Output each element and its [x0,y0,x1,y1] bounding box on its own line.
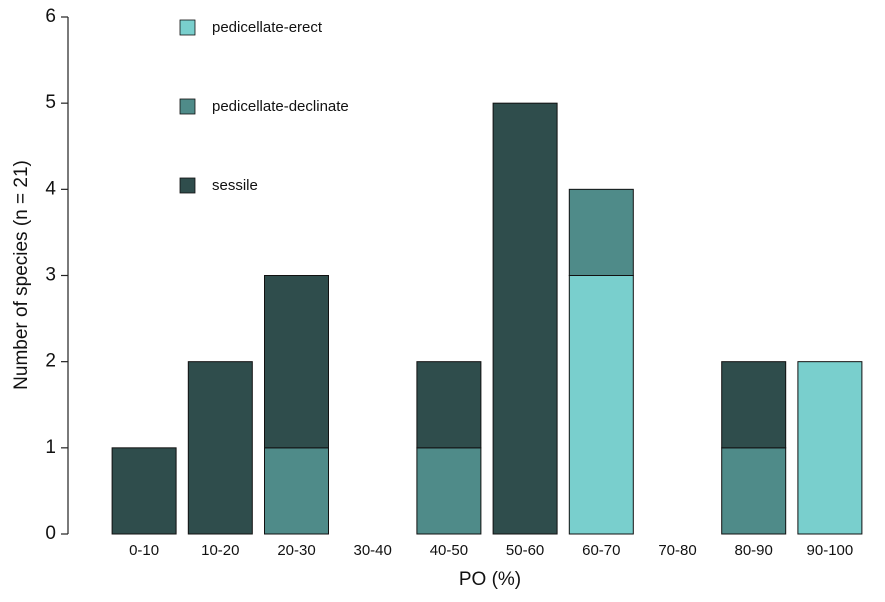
bar-segment [722,362,786,448]
y-tick-label: 3 [45,265,56,286]
x-tick-label: 50-60 [506,542,544,559]
bar-segment [722,448,786,534]
y-tick-label: 4 [45,178,56,199]
x-tick-label: 20-30 [277,542,315,559]
legend-swatch [180,178,195,193]
bar-segment [112,448,176,534]
chart: PO (%) Number of species (n = 21) 0 1 2 3 4 5… [0,0,885,602]
x-tick-label: 80-90 [735,542,773,559]
bar-segment [417,448,481,534]
y-axis-title: Number of species (n = 21) [11,160,32,390]
legend-label: sessile [212,177,258,194]
y-tick-label: 2 [45,351,56,372]
y-tick-label: 6 [45,6,56,27]
y-tick-label: 5 [45,92,56,113]
bar-segment [493,103,557,534]
bar-segment [569,189,633,275]
x-tick-label: 10-20 [201,542,239,559]
bar-segment [569,276,633,535]
legend-label: pedicellate-erect [212,19,323,36]
bar-segment [265,276,329,448]
legend-label: pedicellate-declinate [212,98,349,115]
x-tick-label: 30-40 [354,542,392,559]
y-tick-label: 1 [45,437,56,458]
x-tick-label: 90-100 [807,542,854,559]
bar-segment [417,362,481,448]
legend-swatch [180,99,195,114]
bar-segment [798,362,862,534]
x-tick-label: 0-10 [129,542,159,559]
y-tick-label: 0 [45,523,56,544]
bar-segment [265,448,329,534]
x-tick-label: 60-70 [582,542,620,559]
x-tick-label: 70-80 [658,542,696,559]
x-axis-title: PO (%) [459,569,521,590]
x-tick-label: 40-50 [430,542,468,559]
legend-swatch [180,20,195,35]
bar-segment [188,362,252,534]
